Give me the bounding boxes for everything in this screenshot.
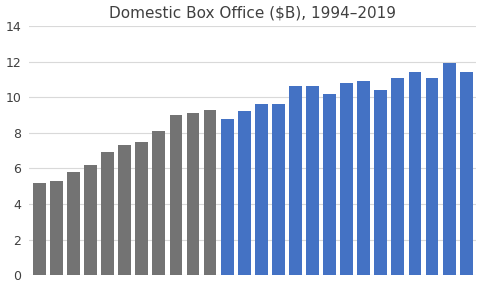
Bar (221, 118, 234, 275)
Bar (204, 110, 216, 275)
Bar (340, 83, 353, 275)
Bar (460, 72, 473, 275)
Bar (67, 172, 80, 275)
Bar (84, 165, 97, 275)
Bar (135, 142, 148, 275)
Bar (101, 153, 114, 275)
Bar (357, 81, 370, 275)
Bar (306, 86, 319, 275)
Bar (33, 183, 46, 275)
Bar (50, 181, 63, 275)
Bar (375, 90, 387, 275)
Bar (443, 63, 455, 275)
Bar (170, 115, 182, 275)
Bar (238, 112, 251, 275)
Bar (289, 86, 302, 275)
Bar (187, 113, 200, 275)
Bar (272, 104, 285, 275)
Bar (391, 77, 404, 275)
Bar (409, 72, 421, 275)
Bar (118, 145, 131, 275)
Title: Domestic Box Office ($B), 1994–2019: Domestic Box Office ($B), 1994–2019 (109, 5, 396, 21)
Bar (426, 77, 439, 275)
Bar (152, 131, 165, 275)
Bar (255, 104, 268, 275)
Bar (323, 94, 336, 275)
